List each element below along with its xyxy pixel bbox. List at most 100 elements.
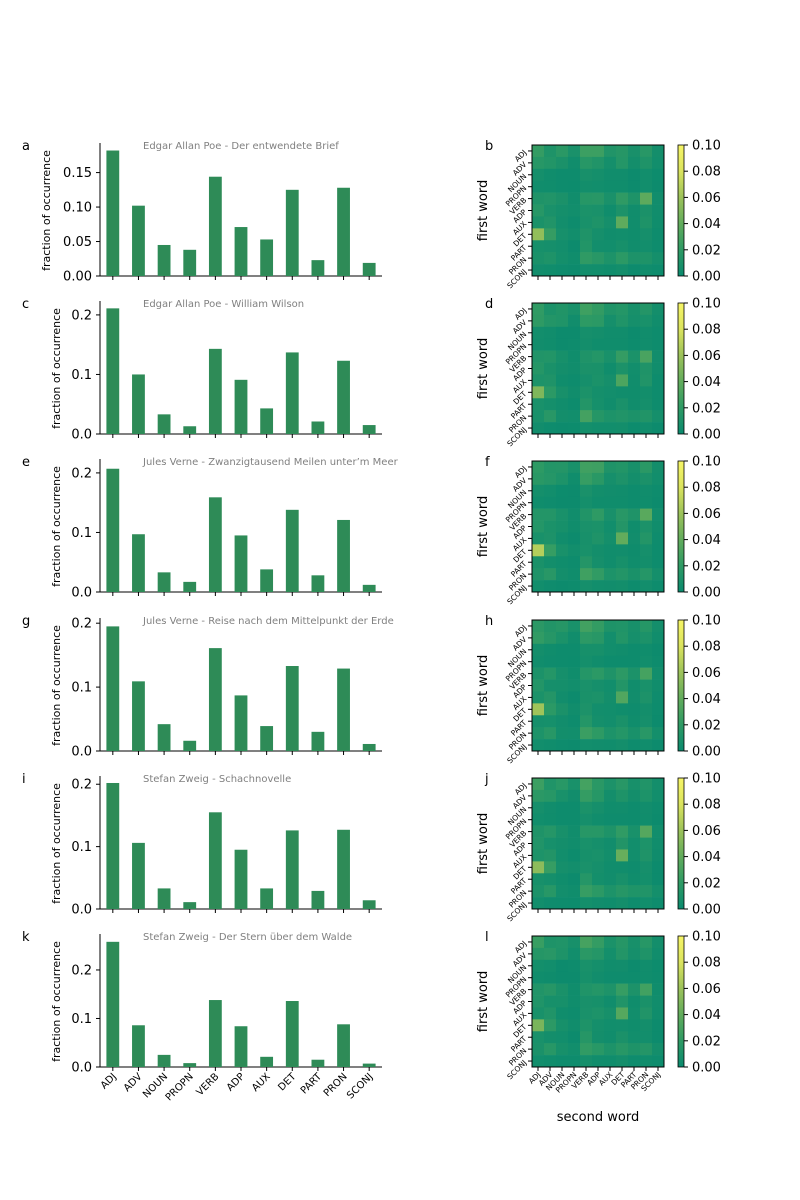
heatmap-cell [556, 544, 569, 557]
heatmap-cell [544, 496, 557, 509]
heatmap-cell [532, 703, 545, 716]
heatmap-cell [556, 228, 569, 241]
heatmap-cell [616, 1007, 629, 1020]
heatmap-cell [532, 252, 545, 265]
heatmap-cell [568, 995, 581, 1008]
bar-adv [132, 681, 145, 751]
heatmap-cell [652, 691, 665, 704]
heatmap-cell [640, 484, 653, 498]
heatmap-cell [568, 897, 581, 910]
heatmap-cell [652, 959, 665, 973]
heatmap-cell [568, 959, 581, 973]
heatmap-cell [568, 374, 581, 387]
heatmap-cell [592, 959, 605, 973]
heatmap-cell [604, 580, 617, 593]
heatmap-cell [544, 873, 557, 886]
heatmap-cell [568, 422, 581, 435]
heatmap-cell [592, 849, 605, 862]
heatmap-cell [532, 568, 545, 581]
heatmap-cell [592, 1055, 605, 1068]
panel-letter: k [22, 930, 30, 945]
x-tick-label: AUX [250, 1071, 273, 1094]
colorbar-tick-label: 0.02 [692, 876, 721, 891]
heatmap-cell [604, 422, 617, 435]
panel-letter: d [485, 297, 493, 312]
heatmap-cell [556, 362, 569, 375]
heatmap-cell [568, 252, 581, 265]
heatmap-cell [604, 216, 617, 229]
bar-adv [132, 1025, 145, 1067]
heatmap-cell [604, 739, 617, 752]
heatmap-cell [580, 461, 593, 474]
heatmap-cell [568, 778, 581, 791]
heatmap-cell [616, 156, 629, 170]
heatmap-cell [544, 947, 557, 961]
heatmap-cell [616, 1019, 629, 1032]
heatmap-cell [628, 667, 641, 680]
heatmap-cell [640, 252, 653, 265]
heatmap-cell [628, 568, 641, 581]
heatmap-cell [616, 228, 629, 241]
heatmap-cell [532, 228, 545, 241]
heatmap-cell [628, 264, 641, 277]
heatmap-cell [604, 801, 617, 815]
heatmap-cell [592, 145, 605, 158]
heatmap-cell [556, 620, 569, 633]
heatmap-cell [652, 1055, 665, 1068]
heatmap-cell [604, 472, 617, 486]
heatmap-cell [556, 947, 569, 961]
x-tick-label: ADJ [99, 1071, 119, 1091]
heatmap-cell [544, 568, 557, 581]
heatmap-cell [556, 837, 569, 850]
colorbar-tick-label: 0.02 [692, 559, 721, 574]
heatmap-cell [556, 1007, 569, 1020]
heatmap-cell [568, 849, 581, 862]
heatmap-cell [628, 849, 641, 862]
heatmap-cell [556, 885, 569, 898]
y-axis-label: first word [476, 496, 491, 558]
heatmap-cell [628, 643, 641, 657]
heatmap-cell [628, 715, 641, 728]
heatmap-cell [556, 386, 569, 399]
heatmap-cell [652, 837, 665, 850]
heatmap-cell [580, 216, 593, 229]
colorbar-tick-label: 0.06 [692, 982, 721, 997]
bar-det [285, 189, 299, 276]
y-tick-label: 0.0 [71, 745, 92, 760]
heatmap-cell [532, 338, 545, 351]
heatmap-cell [616, 861, 629, 874]
heatmap-cell [544, 631, 557, 645]
heatmap-cell [592, 350, 605, 363]
heatmap-cell [568, 386, 581, 399]
heatmap-cell [544, 727, 557, 740]
heatmap-cell [580, 620, 593, 633]
heatmap-cell [580, 568, 593, 581]
colorbar-tick-label: 0.06 [692, 824, 721, 839]
heatmap-cell [544, 422, 557, 435]
heatmap-cell [568, 508, 581, 521]
heatmap-cell [556, 532, 569, 545]
bar-part [311, 421, 325, 434]
y-tick-label: 0.2 [71, 778, 92, 793]
heatmap-cell [568, 947, 581, 961]
heatmap-cell [652, 703, 665, 716]
heatmap-cell [532, 508, 545, 521]
heatmap-cell [652, 520, 665, 533]
heatmap-cell [544, 861, 557, 874]
heatmap-cell [532, 715, 545, 728]
heatmap-cell [568, 703, 581, 716]
heatmap-cell [616, 703, 629, 716]
heatmap-cell [628, 168, 641, 182]
heatmap-cell [604, 620, 617, 633]
heatmap-cell [652, 995, 665, 1008]
heatmap-cell [628, 386, 641, 399]
bar-verb [208, 812, 222, 909]
heatmap-cell [568, 580, 581, 593]
heatmap-cell [580, 326, 593, 340]
heatmap-cell [652, 727, 665, 740]
bar-aux [260, 239, 274, 276]
heatmap-cell [568, 398, 581, 411]
heatmap-cell [532, 410, 545, 423]
heatmap-cell [640, 861, 653, 874]
bar-verb [208, 1000, 222, 1067]
